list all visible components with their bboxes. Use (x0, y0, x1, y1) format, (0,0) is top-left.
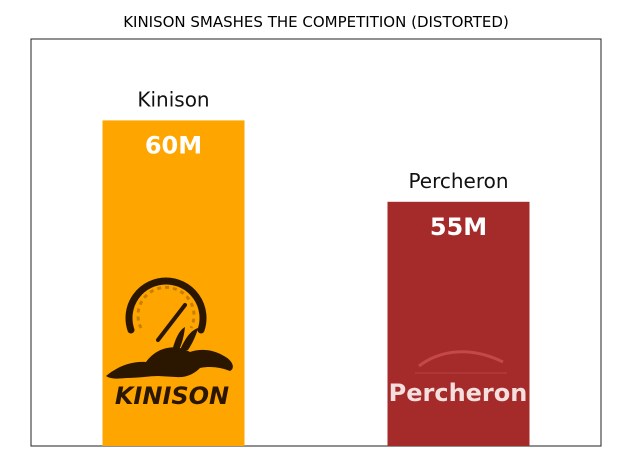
kinison-logo: KINISON (106, 277, 233, 410)
plot-frame (30, 38, 602, 447)
percheron-logo: Percheron (389, 350, 528, 407)
percheron-roof-arc-icon (418, 350, 504, 368)
bars-layer: Kinison 60M Percheron 55M (102, 87, 530, 447)
value-label-percheron: 55M (430, 213, 487, 241)
chart-title: KINISON SMASHES THE COMPETITION (DISTORT… (123, 13, 509, 31)
kinison-logo-text: KINISON (115, 382, 229, 410)
bar-percheron (387, 201, 530, 446)
percheron-logo-text: Percheron (389, 379, 528, 407)
kinison-speedometer-rabbit-icon (106, 277, 233, 379)
category-label-percheron: Percheron (408, 169, 508, 193)
category-label-kinison: Kinison (137, 87, 209, 111)
value-label-kinison: 60M (145, 131, 202, 159)
